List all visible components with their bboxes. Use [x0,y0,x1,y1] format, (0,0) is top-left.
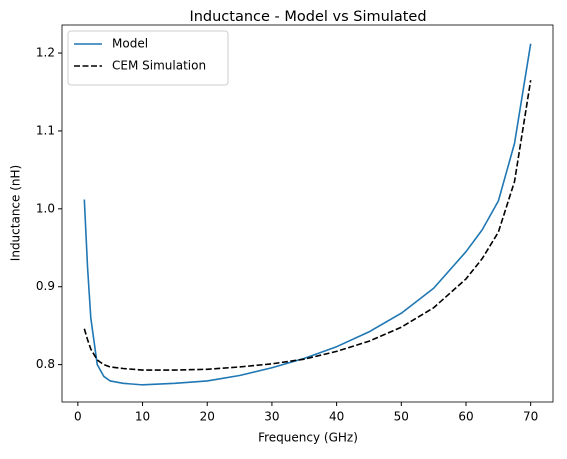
x-tick-label: 40 [329,410,344,424]
x-axis-label: Frequency (GHz) [258,431,358,445]
legend-label: Model [112,37,148,51]
y-tick-label: 0.9 [36,279,55,293]
x-tick-label: 60 [458,410,473,424]
legend-box [67,30,229,86]
y-tick-label: 0.8 [36,357,55,371]
x-tick-label: 70 [523,410,538,424]
series-line [83,80,532,371]
y-tick-label: 1.2 [36,46,55,60]
y-tick-label: 1.1 [36,123,55,137]
x-tick-label: 10 [135,410,150,424]
legend-label: CEM Simulation [112,59,206,73]
x-tick-label: 0 [74,410,82,424]
y-tick-label: 1.0 [36,201,55,215]
chart-title: Inductance - Model vs Simulated [189,9,426,25]
y-axis-label: Inductance (nH) [9,165,23,261]
series-line [83,43,532,386]
x-tick-label: 30 [264,410,279,424]
x-tick-label: 50 [394,410,409,424]
x-tick-label: 20 [200,410,215,424]
plot-frame [61,24,554,403]
